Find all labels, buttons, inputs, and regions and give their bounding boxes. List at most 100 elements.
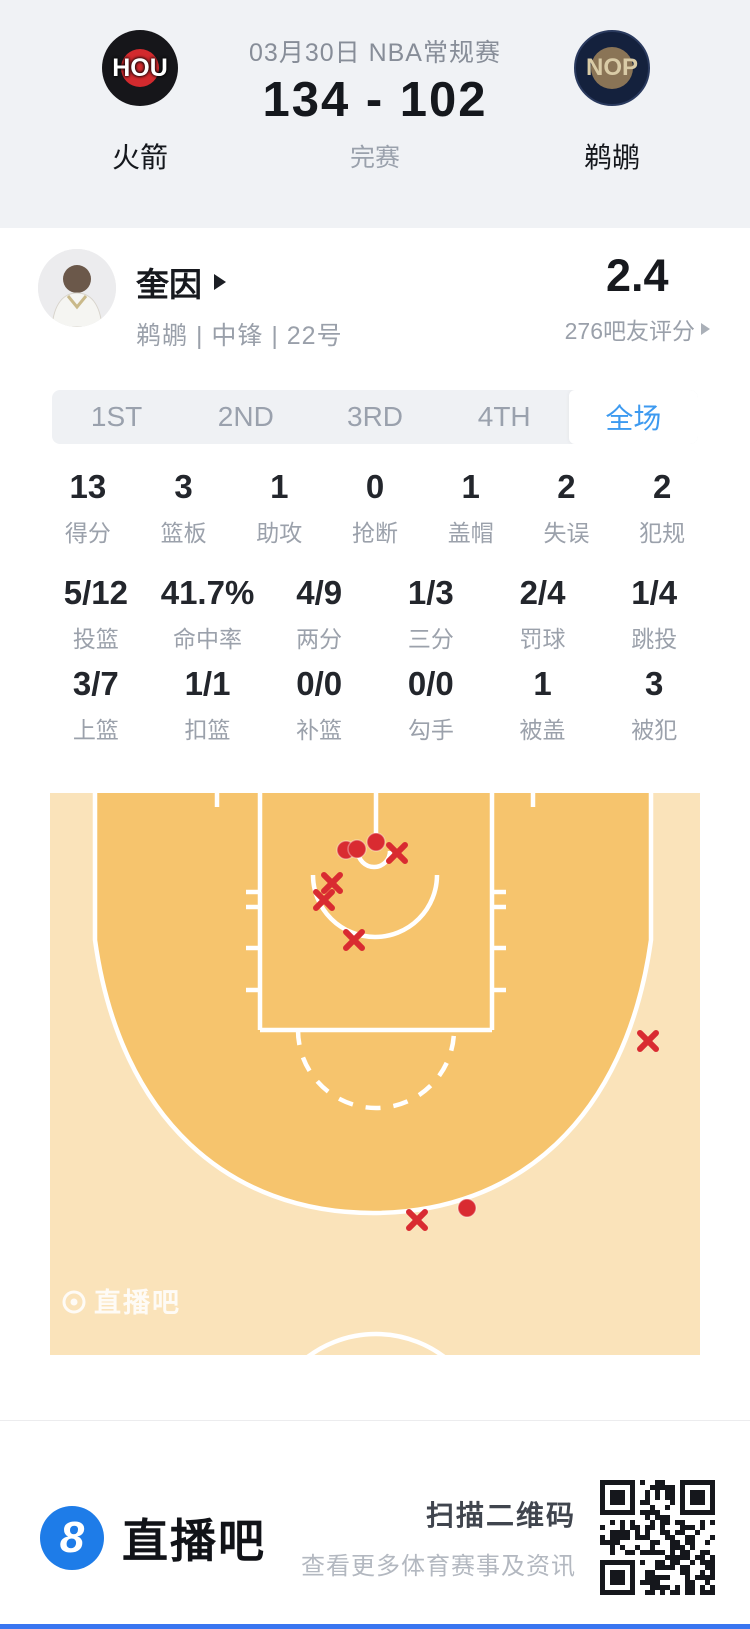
- stat-cell-两分: 4/9 两分: [263, 574, 375, 654]
- player-name-row[interactable]: 奎因: [136, 258, 226, 306]
- stat-value: 1/3: [407, 574, 454, 611]
- quarter-tab-bar: 1ST 2ND 3RD 4TH 全场: [52, 390, 698, 444]
- stat-cell-罚球: 2/4 罚球: [487, 574, 599, 654]
- stat-cell-上篮: 3/7 上篮: [40, 665, 152, 745]
- qr-title: 扫描二维码: [425, 1500, 576, 1531]
- zhibo8-logo-icon: 8: [40, 1505, 104, 1570]
- player-avatar[interactable]: [38, 249, 116, 327]
- stat-label: 被犯: [631, 717, 678, 743]
- stat-value: 1/4: [631, 574, 678, 611]
- stat-value: 0/0: [407, 665, 454, 702]
- court-drawing: 直播吧: [50, 793, 700, 1563]
- missed-shot-marker: [313, 889, 335, 911]
- stat-label: 两分: [296, 626, 343, 652]
- stat-row-shooting: 5/12 投篮 41.7% 命中率 4/9 两分 1/3 三分 2/4 罚球 1/4 跳投: [40, 574, 710, 654]
- stat-value: 1: [461, 468, 480, 505]
- stat-row-shot-types: 3/7 上篮 1/1 扣篮 0/0 补篮 0/0 勾手 1 被盖 3 被犯: [40, 665, 710, 745]
- stat-value: 2: [557, 468, 576, 505]
- stat-label: 助攻: [256, 520, 303, 546]
- missed-shot-marker: [386, 842, 408, 864]
- game-header: 03月30日 NBA常规赛 134 - 102 完赛 HOU 火箭 NOP 鹈鹕: [0, 0, 750, 228]
- expand-triangle-icon: [214, 274, 226, 290]
- home-team-name: 火箭: [111, 142, 168, 173]
- made-shot-marker: [457, 1198, 477, 1218]
- stat-value: 0: [365, 468, 385, 505]
- away-team[interactable]: NOP 鹈鹕: [532, 0, 692, 228]
- stat-value: 3/7: [72, 665, 119, 702]
- shot-markers: [313, 832, 659, 1231]
- tab-2nd[interactable]: 2ND: [217, 401, 274, 432]
- away-team-name: 鹈鹕: [583, 142, 640, 173]
- stat-cell-被犯: 3 被犯: [598, 665, 710, 745]
- missed-shot-marker: [321, 872, 343, 894]
- stat-label: 罚球: [519, 626, 566, 652]
- brand-name: 直播吧: [122, 1514, 266, 1567]
- rating-more-triangle-icon: [701, 323, 710, 335]
- stat-label: 命中率: [173, 626, 242, 652]
- court-watermark: 直播吧: [62, 1288, 181, 1318]
- made-shot-marker: [366, 832, 386, 852]
- rating-value: 2.4: [606, 250, 669, 301]
- missed-shot-marker: [343, 929, 365, 951]
- stat-label: 得分: [64, 520, 111, 546]
- missed-shot-marker: [406, 1209, 428, 1231]
- brand[interactable]: 8 直播吧: [40, 1505, 266, 1571]
- stat-value: 0/0: [296, 665, 343, 702]
- game-date-title: 03月30日 NBA常规赛: [249, 39, 501, 67]
- tab-3rd[interactable]: 3RD: [347, 401, 404, 432]
- stat-value: 1/1: [184, 665, 231, 702]
- stat-cell-助攻: 1 助攻: [231, 468, 327, 548]
- stat-cell-三分: 1/3 三分: [375, 574, 487, 654]
- shot-chart-court: 直播吧: [50, 793, 700, 1563]
- qr-code: [600, 1480, 715, 1595]
- stat-cell-失误: 2 失误: [519, 468, 615, 548]
- stat-value: 1: [270, 468, 289, 505]
- made-shot-marker: [347, 839, 367, 859]
- stat-label: 勾手: [407, 717, 454, 743]
- rockets-logo-icon: HOU: [102, 30, 178, 106]
- stat-label: 补篮: [296, 717, 343, 743]
- stat-label: 抢断: [352, 520, 399, 546]
- rockets-abbr: HOU: [112, 53, 168, 82]
- stat-label: 三分: [407, 626, 454, 652]
- rockets-logo-inner: [121, 49, 159, 87]
- rating-box: 2.4 276吧友评分: [565, 250, 710, 346]
- stat-label: 被盖: [519, 717, 566, 743]
- stat-cell-犯规: 2 犯规: [614, 468, 710, 548]
- stat-label: 盖帽: [447, 520, 494, 546]
- stat-label: 跳投: [631, 626, 678, 652]
- stat-value: 1: [533, 665, 552, 702]
- stat-label: 犯规: [639, 520, 686, 546]
- stat-label: 上篮: [72, 717, 119, 743]
- stat-value: 13: [69, 468, 107, 505]
- stat-cell-补篮: 0/0 补篮: [263, 665, 375, 745]
- stat-value: 3: [174, 468, 193, 505]
- stat-value: 3: [645, 665, 664, 702]
- tab-1st[interactable]: 1ST: [90, 401, 143, 432]
- stat-value: 4/9: [296, 574, 343, 611]
- stat-value: 2/4: [519, 574, 566, 611]
- rating-note[interactable]: 276吧友评分: [565, 312, 710, 346]
- player-meta: 鹈鹕 | 中锋 | 22号: [136, 322, 343, 350]
- stat-cell-被盖: 1 被盖: [487, 665, 599, 745]
- stat-value: 2: [652, 468, 672, 505]
- stat-cell-投篮: 5/12 投篮: [40, 574, 152, 654]
- free-throw-circle-dashed: [295, 1029, 457, 1111]
- stat-cell-抢断: 0 抢断: [327, 468, 423, 548]
- tab-4th[interactable]: 4TH: [477, 401, 531, 432]
- stat-cell-篮板: 3 篮板: [136, 468, 232, 548]
- lane-hash-marks: [246, 889, 506, 993]
- stat-cell-盖帽: 1 盖帽: [423, 468, 519, 548]
- stat-cell-得分: 13 得分: [40, 468, 136, 548]
- player-avatar-image: [38, 249, 116, 327]
- home-team[interactable]: HOU 火箭: [60, 0, 220, 228]
- stat-label: 篮板: [160, 520, 207, 546]
- rating-note-text: 276吧友评分: [564, 318, 695, 344]
- app-footer: 8 直播吧 扫描二维码 查看更多体育赛事及资讯: [0, 1421, 750, 1624]
- stat-value: 41.7%: [160, 574, 255, 611]
- court-watermark-text: 直播吧: [94, 1288, 181, 1318]
- tab-full-game[interactable]: 全场: [568, 390, 698, 444]
- missed-shot-marker: [637, 1030, 659, 1052]
- pelicans-logo-inner: [591, 47, 633, 89]
